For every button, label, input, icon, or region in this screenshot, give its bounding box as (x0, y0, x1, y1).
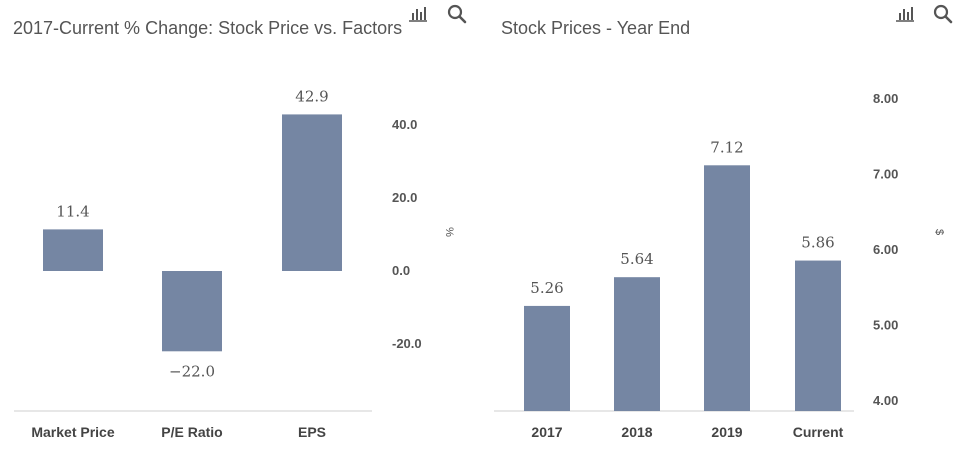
x-tick-label: 2017 (531, 424, 562, 440)
magnifier-icon[interactable] (932, 4, 954, 24)
bar (704, 165, 750, 411)
y-tick-label: 8.00 (873, 91, 898, 106)
bar (282, 114, 342, 271)
chart-panel-pct-change: 2017-Current % Change: Stock Price vs. F… (13, 4, 468, 440)
bar (795, 260, 841, 411)
y-axis-label: % (443, 227, 455, 237)
y-tick-label: 5.00 (873, 318, 898, 333)
chart-plot-area: 40.0 20.0 0.0 -20.0% 11.4 Market Price −22.0 P/… (14, 87, 455, 440)
data-label: 42.9 (295, 87, 328, 105)
y-tick-label: -20.0 (392, 336, 422, 351)
y-tick-label: 4.00 (873, 393, 898, 408)
y-tick-label: 40.0 (392, 117, 417, 132)
bar (162, 271, 222, 352)
x-tick-label: EPS (298, 424, 326, 440)
data-label: 11.4 (56, 202, 89, 220)
data-label: 5.26 (530, 279, 563, 297)
x-tick-label: Market Price (31, 424, 114, 440)
y-tick-label: 0.0 (392, 263, 410, 278)
x-tick-label: Current (793, 424, 844, 440)
chart-plot-area: 8.00 7.00 6.00 5.00 4.00 $5.26 2017 5.64 2018 7.1… (494, 91, 945, 440)
chart-title: Stock Prices - Year End (501, 18, 691, 38)
y-tick-label: 20.0 (392, 190, 417, 205)
bar (614, 277, 660, 411)
y-tick-label: 6.00 (873, 242, 898, 257)
bar (524, 305, 570, 411)
bar (43, 229, 103, 271)
bar-chart-icon[interactable] (407, 4, 429, 24)
chart-title: 2017-Current % Change: Stock Price vs. F… (13, 18, 403, 38)
data-label: 5.86 (801, 234, 834, 252)
data-label: 5.64 (620, 250, 653, 268)
bar-chart-icon[interactable] (894, 4, 916, 24)
y-tick-label: 7.00 (873, 166, 898, 181)
x-tick-label: 2018 (621, 424, 652, 440)
data-label: −22.0 (169, 362, 215, 380)
x-tick-label: P/E Ratio (161, 424, 222, 440)
magnifier-icon[interactable] (446, 4, 468, 24)
x-tick-label: 2019 (711, 424, 742, 440)
chart-panel-stock-prices: Stock Prices - Year End 8.00 7.00 6.00 5.00… (480, 0, 959, 453)
y-axis-label: $ (933, 229, 945, 235)
data-label: 7.12 (710, 138, 743, 156)
